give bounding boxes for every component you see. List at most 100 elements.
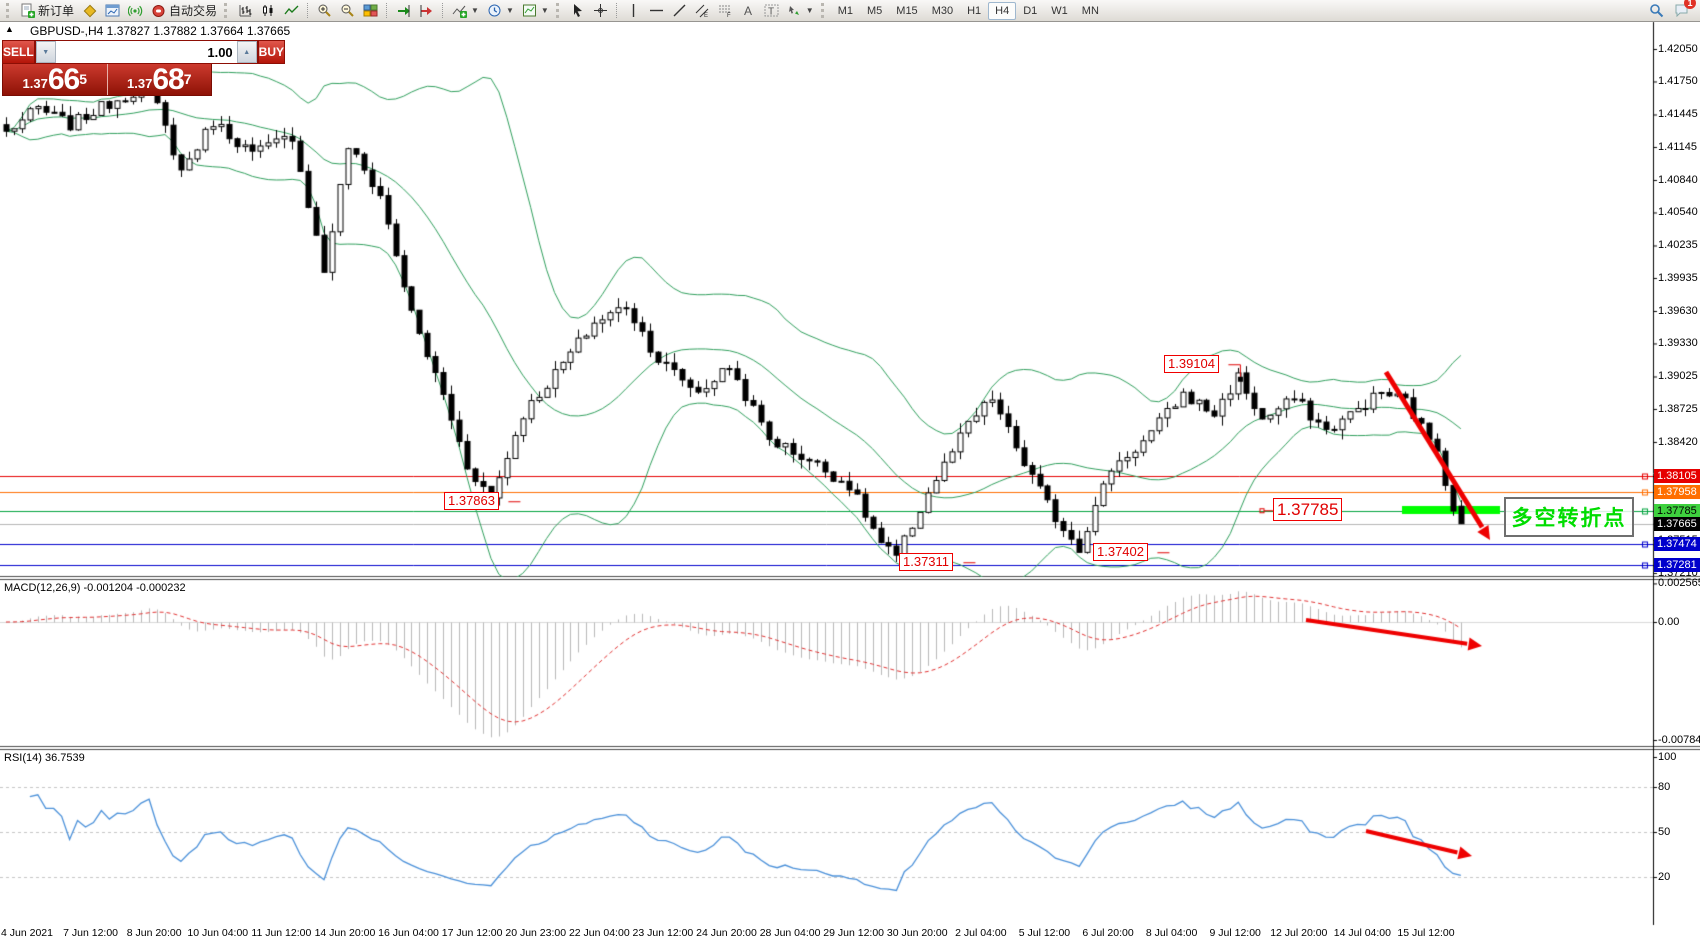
chart-shift-icon [420, 5, 433, 17]
buy-price[interactable]: 1.37 68 7 [108, 64, 212, 95]
price-axis-badge: 1.37281 [1654, 558, 1700, 573]
zoom-out-button[interactable] [336, 0, 359, 21]
market-watch-button[interactable] [101, 0, 124, 21]
toolbar-separator [615, 3, 618, 18]
channel-button[interactable]: E [691, 0, 714, 21]
timeframe-h4[interactable]: H4 [988, 1, 1017, 20]
timeframe-w1[interactable]: W1 [1051, 4, 1068, 17]
price-axis-tick: 1.40540 [1658, 206, 1698, 219]
line-chart-button[interactable] [280, 0, 303, 21]
sell-price-big: 66 [47, 63, 80, 96]
sell-price[interactable]: 1.37 66 5 [3, 64, 108, 95]
trendline-button[interactable] [668, 0, 691, 21]
tile-windows-button[interactable] [359, 0, 382, 21]
candlestick-chart-button[interactable] [257, 0, 280, 21]
bar-chart-button[interactable] [234, 0, 257, 21]
diamond-icon [83, 4, 97, 18]
time-axis-label: 30 Jun 20:00 [886, 927, 948, 939]
time-axis-label: 8 Jul 04:00 [1145, 927, 1198, 939]
note-annotation[interactable]: 多空转折点 [1504, 497, 1634, 537]
new-order-label: 新订单 [38, 4, 75, 18]
crosshair-icon [593, 4, 607, 17]
new-order-button[interactable]: 新订单 [16, 0, 78, 21]
new-order-icon [21, 3, 35, 18]
horizontal-line-icon [649, 9, 663, 12]
autotrading-button[interactable]: 自动交易 [147, 0, 221, 21]
symbol-marker-icon: ▲ [5, 24, 14, 34]
buy-button[interactable]: BUY [257, 40, 286, 64]
price-axis-tick: 1.38420 [1658, 435, 1698, 448]
volume-decrease-button[interactable]: ▼ [35, 41, 56, 63]
time-axis-label: 14 Jul 04:00 [1333, 927, 1391, 939]
notifications-button[interactable]: 1 [1674, 0, 1696, 20]
cursor-button[interactable] [566, 0, 589, 21]
label-button[interactable]: T [760, 0, 783, 21]
templates-button[interactable]: ▼ [518, 0, 553, 21]
fibonacci-button[interactable]: F [714, 0, 737, 21]
price-axis-tick: 1.42050 [1658, 43, 1698, 55]
label-icon: T [764, 4, 779, 18]
time-axis-label: 10 Jun 04:00 [187, 927, 249, 939]
price-axis-tick: 1.41750 [1658, 75, 1698, 88]
svg-text:T: T [768, 7, 774, 18]
price-callout[interactable]: 1.37402 [1093, 543, 1148, 562]
periods-button[interactable]: ▼ [483, 0, 518, 21]
svg-text:F: F [727, 13, 731, 18]
svg-text:A: A [744, 4, 752, 18]
auto-scroll-button[interactable] [392, 0, 415, 21]
price-axis-tick: 1.39630 [1658, 304, 1698, 317]
price-axis-tick: 1.40840 [1658, 173, 1698, 186]
signals-button[interactable] [124, 0, 147, 21]
macd-axis-tick: 0.00 [1658, 616, 1680, 628]
price-axis-tick: 1.38725 [1658, 402, 1698, 415]
templates-icon [522, 4, 536, 17]
toolbar-grip [555, 3, 563, 18]
vertical-line-icon [632, 4, 634, 17]
zoom-in-button[interactable] [313, 0, 336, 21]
add-indicator-icon [452, 5, 468, 18]
dropdown-caret: ▼ [805, 6, 814, 15]
volume-spinner: ▼ ▲ [34, 40, 258, 64]
chart-shift-button[interactable] [415, 0, 438, 21]
price-callout[interactable]: 1.37311 [899, 553, 954, 572]
fibonacci-icon: F [718, 5, 731, 18]
timeframe-mn[interactable]: MN [1081, 4, 1099, 17]
volume-input[interactable] [55, 41, 237, 63]
rsi-axis-tick: 20 [1658, 871, 1671, 883]
trendline-icon [673, 4, 686, 17]
sell-price-prefix: 1.37 [22, 76, 48, 91]
text-button[interactable]: A [737, 0, 760, 21]
volume-increase-button[interactable]: ▲ [236, 41, 257, 63]
time-axis-label: 9 Jul 12:00 [1209, 927, 1261, 939]
dropdown-caret: ▼ [471, 6, 479, 15]
eraser-button[interactable] [78, 0, 101, 21]
time-axis-label: 2 Jul 04:00 [955, 927, 1007, 939]
search-icon[interactable] [1649, 3, 1664, 18]
timeframe-m15[interactable]: M15 [896, 4, 918, 17]
timeframe-m30[interactable]: M30 [931, 4, 954, 17]
add-indicator-button[interactable]: ▼ [448, 0, 483, 21]
price-axis-badge: 1.37474 [1654, 537, 1700, 552]
timeframe-h1[interactable]: H1 [967, 4, 982, 17]
time-axis-label: 24 Jun 20:00 [696, 927, 757, 939]
toolbar-separator [386, 3, 388, 18]
price-callout[interactable]: 1.37863 [444, 492, 499, 511]
crosshair-button[interactable] [589, 0, 612, 21]
macd-axis-tick: 0.002565 [1658, 577, 1700, 590]
price-axis-tick: 1.39935 [1658, 271, 1698, 284]
vertical-line-button[interactable] [622, 0, 645, 21]
rsi-axis-tick: 100 [1658, 751, 1677, 763]
buy-price-prefix: 1.37 [127, 76, 153, 91]
timeframe-m5[interactable]: M5 [867, 4, 883, 17]
horizontal-line-button[interactable] [645, 0, 668, 21]
arrows-button[interactable]: ▼ [783, 0, 818, 21]
price-callout[interactable]: 1.37785 [1273, 498, 1343, 522]
price-callout[interactable]: 1.39104 [1164, 355, 1219, 374]
signals-icon [128, 5, 143, 17]
timeframe-m1[interactable]: M1 [837, 4, 853, 17]
sell-button[interactable]: SELL [2, 40, 35, 64]
tile-windows-icon [363, 4, 378, 17]
timeframe-d1[interactable]: D1 [1023, 4, 1038, 17]
